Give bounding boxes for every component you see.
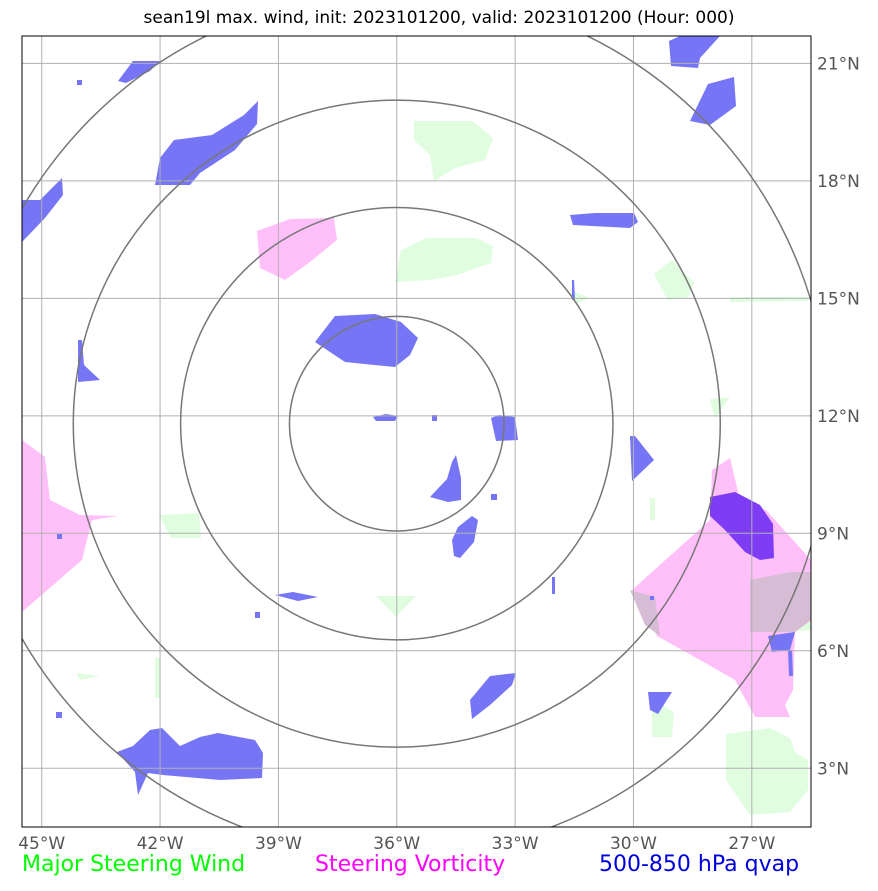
qvap-area bbox=[572, 280, 575, 300]
distance-ring bbox=[288, 315, 505, 532]
legend-major-steering-wind: Major Steering Wind bbox=[22, 852, 246, 877]
qvap-layer bbox=[22, 36, 795, 795]
qvap-area bbox=[690, 77, 736, 125]
qvap-area bbox=[648, 692, 672, 714]
longitude-tick-labels: 45°W 42°W 39°W 36°W 33°W 30°W 27°W bbox=[18, 834, 775, 854]
plot-frame bbox=[21, 35, 812, 828]
vorticity-area bbox=[257, 218, 337, 280]
distance-rings bbox=[22, 36, 811, 827]
qvap-area bbox=[430, 455, 461, 502]
lat-tick-label: 15°N bbox=[817, 289, 860, 309]
lat-tick-label: 12°N bbox=[817, 407, 860, 427]
lat-tick-label: 18°N bbox=[817, 172, 860, 192]
qvap-area bbox=[315, 314, 418, 367]
qvap-area bbox=[77, 80, 82, 85]
lat-tick-label: 9°N bbox=[817, 524, 849, 544]
wind-area bbox=[395, 238, 493, 282]
distance-ring bbox=[72, 99, 722, 748]
qvap-area bbox=[470, 673, 516, 719]
lat-lon-grid bbox=[22, 36, 811, 827]
lat-tick-label: 21°N bbox=[817, 54, 860, 74]
wind-area bbox=[155, 657, 160, 698]
vorticity-area bbox=[22, 440, 118, 612]
major-steering-wind-layer bbox=[76, 121, 811, 815]
wind-area bbox=[730, 297, 808, 302]
lat-tick-label: 6°N bbox=[817, 642, 849, 662]
qvap-area bbox=[57, 534, 62, 539]
legend-steering-vorticity: Steering Vorticity bbox=[315, 852, 506, 877]
lon-tick-label: 39°W bbox=[255, 834, 302, 854]
overlap-layer bbox=[630, 572, 811, 636]
qvap-area bbox=[432, 415, 437, 421]
qvap-area bbox=[452, 516, 478, 558]
qvap-area bbox=[788, 650, 793, 676]
map-title: sean19l max. wind, init: 2023101200, val… bbox=[143, 8, 735, 28]
qvap-area bbox=[650, 596, 654, 600]
lon-tick-label: 33°W bbox=[492, 834, 539, 854]
wind-area bbox=[726, 728, 808, 815]
lon-tick-label: 42°W bbox=[137, 834, 184, 854]
qvap-area bbox=[669, 36, 720, 68]
wind-area bbox=[159, 513, 201, 538]
qvap-area bbox=[78, 340, 100, 382]
lon-tick-label: 30°W bbox=[610, 834, 657, 854]
wind-area bbox=[376, 596, 416, 617]
distance-ring bbox=[179, 206, 614, 641]
qvap-area bbox=[255, 612, 260, 618]
qvap-area bbox=[373, 414, 398, 421]
qvap-area bbox=[155, 101, 258, 185]
lon-tick-label: 45°W bbox=[18, 834, 65, 854]
lon-tick-label: 36°W bbox=[373, 834, 420, 854]
qvap-strong-layer bbox=[710, 492, 774, 560]
latitude-tick-labels: 21°N 18°N 15°N 12°N 9°N 6°N 3°N bbox=[817, 54, 860, 779]
qvap-area bbox=[275, 592, 318, 601]
wind-area bbox=[654, 260, 694, 300]
lat-tick-label: 3°N bbox=[817, 759, 849, 779]
legend-qvap: 500-850 hPa qvap bbox=[599, 852, 800, 877]
overlap-area bbox=[630, 590, 660, 636]
qvap-area bbox=[570, 213, 638, 228]
qvap-area bbox=[22, 178, 63, 242]
lon-tick-label: 27°W bbox=[728, 834, 775, 854]
wind-area bbox=[414, 121, 493, 181]
wind-area bbox=[76, 673, 100, 680]
qvap-area bbox=[552, 577, 555, 594]
overlap-area bbox=[750, 572, 811, 632]
qvap-area bbox=[491, 494, 497, 500]
map-plot-area bbox=[22, 36, 811, 827]
qvap-area bbox=[118, 61, 160, 83]
wind-area bbox=[650, 498, 655, 520]
qvap-area bbox=[117, 728, 263, 795]
qvap-area bbox=[768, 632, 795, 652]
qvap-area bbox=[630, 436, 654, 481]
qvap-strong-area bbox=[710, 492, 774, 560]
qvap-area bbox=[56, 712, 62, 718]
